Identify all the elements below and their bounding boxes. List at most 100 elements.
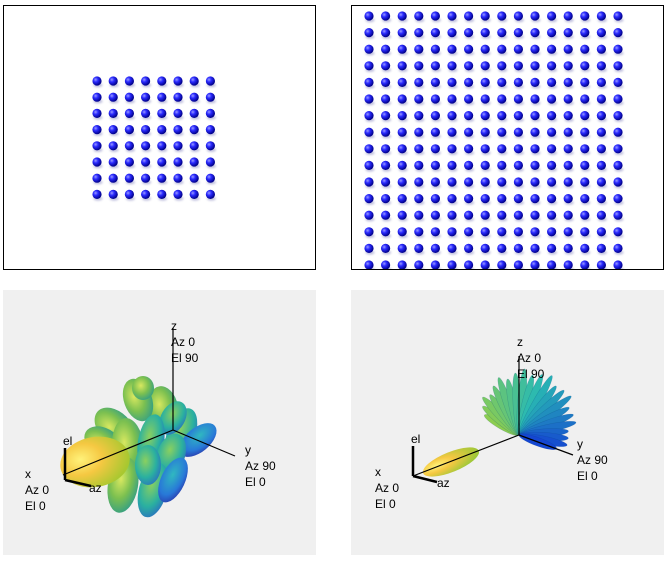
array-element	[513, 77, 523, 87]
array-element	[613, 144, 623, 154]
array-element	[205, 92, 215, 102]
array-element	[480, 94, 490, 104]
small-array-grid	[92, 76, 216, 201]
array-element	[124, 125, 134, 135]
x-axis-label: x	[375, 465, 381, 479]
array-element	[108, 157, 118, 167]
array-element	[430, 210, 440, 220]
array-element	[124, 157, 134, 167]
array-element	[480, 77, 490, 87]
array-element	[447, 11, 457, 21]
y-axis-line	[518, 434, 574, 456]
large-array-panel	[351, 5, 664, 270]
array-element	[108, 125, 118, 135]
array-element	[173, 189, 183, 199]
array-element	[530, 243, 540, 253]
array-element	[430, 44, 440, 54]
array-element	[513, 144, 523, 154]
array-element	[141, 125, 151, 135]
array-element	[563, 94, 573, 104]
array-element	[563, 243, 573, 253]
array-element	[513, 28, 523, 38]
array-element	[430, 11, 440, 21]
array-element	[530, 44, 540, 54]
array-element	[580, 260, 590, 269]
array-element	[547, 260, 557, 269]
array-element	[497, 160, 507, 170]
array-element	[547, 28, 557, 38]
array-element	[173, 92, 183, 102]
array-element	[530, 160, 540, 170]
array-element	[613, 160, 623, 170]
array-element	[205, 125, 215, 135]
array-element	[173, 125, 183, 135]
array-element	[563, 210, 573, 220]
array-element	[480, 111, 490, 121]
array-element	[596, 11, 606, 21]
array-element	[92, 108, 102, 118]
x-axis-label: x	[25, 467, 31, 481]
array-element	[497, 77, 507, 87]
array-element	[530, 177, 540, 187]
array-element	[547, 177, 557, 187]
array-element	[563, 61, 573, 71]
array-element	[547, 11, 557, 21]
array-element	[480, 210, 490, 220]
x-axis-az: Az 0	[25, 483, 49, 497]
array-element	[430, 127, 440, 137]
array-element	[480, 177, 490, 187]
array-element	[513, 194, 523, 204]
array-element	[381, 11, 391, 21]
array-element	[447, 260, 457, 269]
array-element	[397, 210, 407, 220]
y-axis-az: Az 90	[245, 459, 276, 473]
array-element	[414, 227, 424, 237]
array-element	[530, 144, 540, 154]
array-element	[530, 94, 540, 104]
x-axis-line	[412, 434, 520, 477]
main-lobe	[422, 447, 480, 477]
array-element	[397, 243, 407, 253]
array-element	[596, 194, 606, 204]
array-element	[563, 28, 573, 38]
array-element	[124, 173, 134, 183]
z-axis-el: El 90	[517, 367, 545, 381]
array-element	[497, 227, 507, 237]
array-element	[580, 227, 590, 237]
array-element	[497, 194, 507, 204]
array-element	[189, 157, 199, 167]
array-element	[497, 44, 507, 54]
array-element	[364, 144, 374, 154]
array-element	[563, 127, 573, 137]
array-element	[580, 177, 590, 187]
array-element	[613, 210, 623, 220]
array-element	[513, 243, 523, 253]
array-element	[381, 243, 391, 253]
array-element	[157, 108, 167, 118]
array-element	[613, 94, 623, 104]
array-element	[397, 160, 407, 170]
array-element	[547, 210, 557, 220]
z-axis-label: z	[171, 319, 177, 333]
array-element	[108, 141, 118, 151]
array-element	[447, 94, 457, 104]
local-az-label: az	[89, 481, 102, 495]
array-element	[513, 227, 523, 237]
array-element	[464, 77, 474, 87]
array-element	[414, 144, 424, 154]
array-element	[613, 243, 623, 253]
array-element	[205, 108, 215, 118]
array-element	[189, 125, 199, 135]
array-element	[108, 108, 118, 118]
array-element	[480, 144, 490, 154]
x-axis-el: El 0	[25, 499, 46, 513]
array-element	[613, 111, 623, 121]
array-element	[596, 127, 606, 137]
array-element	[547, 61, 557, 71]
y-axis-label: y	[577, 437, 583, 451]
array-element	[513, 11, 523, 21]
array-element	[397, 194, 407, 204]
small-array-3d-pattern: z Az 0 El 90 y Az 90 El 0 x Az 0 El 0 el…	[25, 319, 276, 518]
array-element	[480, 44, 490, 54]
array-element	[430, 160, 440, 170]
